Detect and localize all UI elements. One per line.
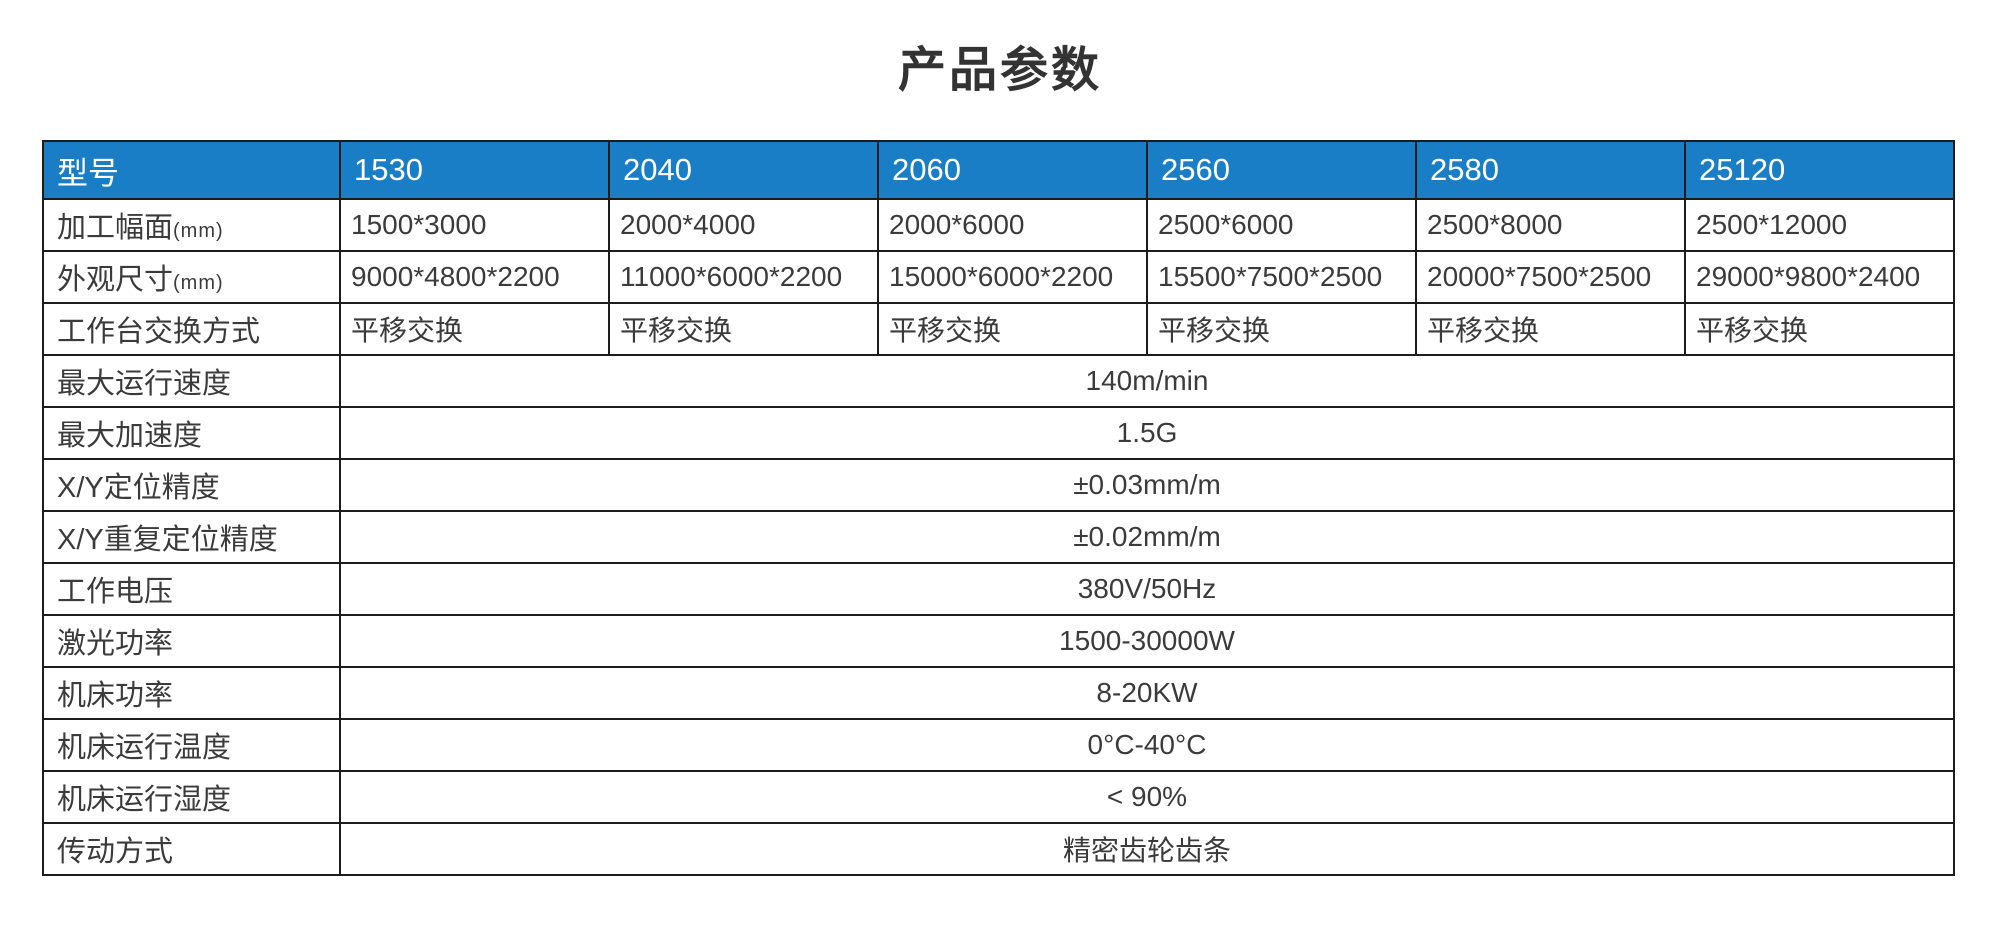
merged-value-laser-power: 1500-30000W <box>339 614 1955 668</box>
row-label-xy-repeat-positioning-accuracy: X/Y重复定位精度 <box>42 510 341 564</box>
spec-value-cell: 2500*12000 <box>1684 198 1955 252</box>
merged-value-transmission-method: 精密齿轮齿条 <box>339 822 1955 876</box>
merged-value-machine-operating-temperature: 0°C-40°C <box>339 718 1955 772</box>
merged-value-machine-operating-humidity: < 90% <box>339 770 1955 824</box>
row-label-machine-power: 机床功率 <box>42 666 341 720</box>
row-outer-dimensions: 外观尺寸(mm) 9000*4800*2200 11000*6000*2200 … <box>42 250 1955 304</box>
spec-value-cell: 11000*6000*2200 <box>608 250 879 304</box>
row-label-max-acceleration: 最大加速度 <box>42 406 341 460</box>
spec-value-cell: 2000*6000 <box>877 198 1148 252</box>
row-machine-operating-humidity: 机床运行湿度 < 90% <box>42 770 1955 824</box>
row-max-running-speed: 最大运行速度 140m/min <box>42 354 1955 408</box>
header-cell-model-2580: 2580 <box>1415 140 1686 200</box>
row-xy-positioning-accuracy: X/Y定位精度 ±0.03mm/m <box>42 458 1955 512</box>
header-cell-model-2560: 2560 <box>1146 140 1417 200</box>
table-header-row: 型号 1530 2040 2060 2560 2580 25120 <box>42 140 1955 200</box>
merged-value-xy-repeat-positioning-accuracy: ±0.02mm/m <box>339 510 1955 564</box>
header-cell-model-2040: 2040 <box>608 140 879 200</box>
spec-value-cell: 9000*4800*2200 <box>339 250 610 304</box>
row-label-working-area: 加工幅面(mm) <box>42 198 341 252</box>
spec-value-cell: 平移交换 <box>1415 302 1686 356</box>
merged-value-max-acceleration: 1.5G <box>339 406 1955 460</box>
page-title: 产品参数 <box>897 44 1102 97</box>
row-label-table-exchange-method: 工作台交换方式 <box>42 302 341 356</box>
header-cell-model-25120: 25120 <box>1684 140 1955 200</box>
header-cell-model-2060: 2060 <box>877 140 1148 200</box>
header-cell-model-label: 型号 <box>42 140 341 200</box>
merged-value-working-voltage: 380V/50Hz <box>339 562 1955 616</box>
row-xy-repeat-positioning-accuracy: X/Y重复定位精度 ±0.02mm/m <box>42 510 1955 564</box>
spec-value-cell: 平移交换 <box>608 302 879 356</box>
merged-value-xy-positioning-accuracy: ±0.03mm/m <box>339 458 1955 512</box>
row-label-text: 外观尺寸 <box>57 264 174 296</box>
merged-value-max-running-speed: 140m/min <box>339 354 1955 408</box>
spec-value-cell: 2500*8000 <box>1415 198 1686 252</box>
row-label-working-voltage: 工作电压 <box>42 562 341 616</box>
row-label-max-running-speed: 最大运行速度 <box>42 354 341 408</box>
merged-value-machine-power: 8-20KW <box>339 666 1955 720</box>
spec-value-cell: 1500*3000 <box>339 198 610 252</box>
row-label-text: 加工幅面 <box>57 212 174 244</box>
spec-value-cell: 平移交换 <box>1146 302 1417 356</box>
row-label-transmission-method: 传动方式 <box>42 822 341 876</box>
row-label-text: 工作台交换方式 <box>57 316 261 348</box>
spec-value-cell: 2500*6000 <box>1146 198 1417 252</box>
row-label-machine-operating-temperature: 机床运行温度 <box>42 718 341 772</box>
row-label-outer-dimensions: 外观尺寸(mm) <box>42 250 341 304</box>
row-working-voltage: 工作电压 380V/50Hz <box>42 562 1955 616</box>
spec-value-cell: 平移交换 <box>877 302 1148 356</box>
spec-value-cell: 平移交换 <box>1684 302 1955 356</box>
spec-value-cell: 15500*7500*2500 <box>1146 250 1417 304</box>
row-label-xy-positioning-accuracy: X/Y定位精度 <box>42 458 341 512</box>
row-laser-power: 激光功率 1500-30000W <box>42 614 1955 668</box>
row-table-exchange-method: 工作台交换方式 平移交换 平移交换 平移交换 平移交换 平移交换 平移交换 <box>42 302 1955 356</box>
spec-value-cell: 20000*7500*2500 <box>1415 250 1686 304</box>
product-spec-table: 型号 1530 2040 2060 2560 2580 25120 加工幅面(m… <box>42 140 1955 876</box>
row-max-acceleration: 最大加速度 1.5G <box>42 406 1955 460</box>
spec-value-cell: 15000*6000*2200 <box>877 250 1148 304</box>
spec-value-cell: 平移交换 <box>339 302 610 356</box>
row-machine-operating-temperature: 机床运行温度 0°C-40°C <box>42 718 1955 772</box>
spec-value-cell: 2000*4000 <box>608 198 879 252</box>
row-label-unit-suffix: (mm) <box>173 272 224 294</box>
row-working-area: 加工幅面(mm) 1500*3000 2000*4000 2000*6000 2… <box>42 198 1955 252</box>
spec-value-cell: 29000*9800*2400 <box>1684 250 1955 304</box>
header-cell-model-1530: 1530 <box>339 140 610 200</box>
row-label-unit-suffix: (mm) <box>173 220 224 242</box>
row-transmission-method: 传动方式 精密齿轮齿条 <box>42 822 1955 876</box>
row-label-machine-operating-humidity: 机床运行湿度 <box>42 770 341 824</box>
row-machine-power: 机床功率 8-20KW <box>42 666 1955 720</box>
row-label-laser-power: 激光功率 <box>42 614 341 668</box>
